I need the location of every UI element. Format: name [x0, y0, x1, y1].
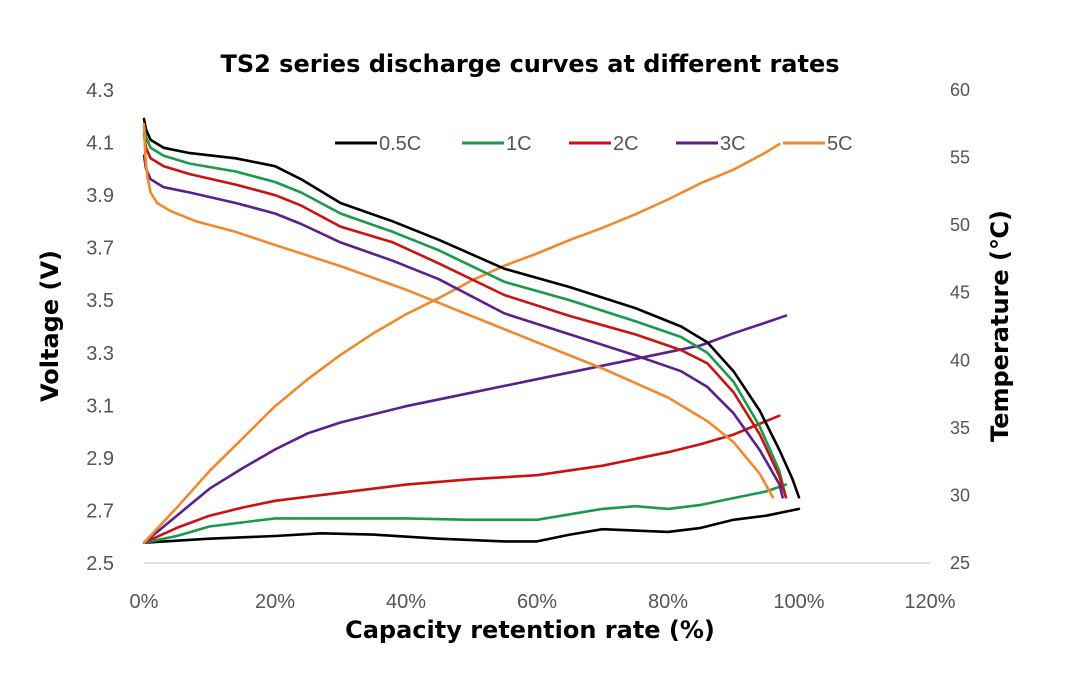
y-tick-label: 2.7: [86, 500, 114, 522]
voltage-line-05c: [142, 117, 801, 499]
y-tick-label: 3.1: [86, 395, 114, 417]
temperature-line-05c: [142, 507, 801, 544]
y2-axis-title: Temperature (℃): [986, 210, 1014, 442]
y2-tick-label: 55: [950, 148, 970, 168]
voltage-line-5c: [142, 122, 775, 499]
y-tick-label: 4.3: [86, 80, 114, 102]
x-tick-label: 0%: [130, 591, 159, 613]
y-tick-label: 3.9: [86, 185, 114, 207]
y2-tick-label: 45: [950, 283, 970, 303]
temperature-line-2c: [142, 414, 781, 544]
legend-label-2c: 2C: [613, 133, 639, 155]
tick-labels: 0% 20% 40% 60% 80% 100% 120% 2.5 2.7 2.9 3.1 3.3 3.5…: [86, 80, 970, 613]
x-axis-title: Capacity retention rate (%): [345, 616, 715, 644]
y-tick-label: 4.1: [86, 133, 114, 155]
temperature-line-3c: [142, 314, 788, 544]
voltage-line-2c: [142, 133, 788, 499]
x-tick-label: 40%: [386, 591, 426, 613]
x-tick-label: 60%: [517, 591, 557, 613]
y-axis-title: Voltage (V): [36, 250, 64, 402]
voltage-line-1c: [142, 125, 788, 499]
legend-label-5c: 5C: [827, 133, 853, 155]
x-tick-label: 120%: [904, 591, 955, 613]
x-tick-label: 100%: [773, 591, 824, 613]
y2-tick-label: 25: [950, 553, 970, 573]
y2-tick-label: 60: [950, 80, 970, 100]
y-tick-label: 3.3: [86, 343, 114, 365]
legend-label-3c: 3C: [720, 133, 746, 155]
x-tick-label: 20%: [255, 591, 295, 613]
x-tick-label: 80%: [648, 591, 688, 613]
y2-tick-label: 50: [950, 215, 970, 235]
y-tick-label: 3.5: [86, 290, 114, 312]
series-lines: [142, 117, 801, 544]
y2-tick-label: 30: [950, 485, 970, 505]
y-tick-label: 2.9: [86, 448, 114, 470]
y2-tick-label: 35: [950, 418, 970, 438]
voltage-line-3c: [142, 154, 784, 499]
y-tick-label: 2.5: [86, 553, 114, 575]
legend-label-05c: 0.5C: [379, 133, 421, 155]
y2-tick-label: 40: [950, 350, 970, 370]
chart-title: TS2 series discharge curves at different…: [220, 50, 839, 78]
temperature-line-1c: [142, 483, 788, 544]
legend: 0.5C 1C 2C 3C 5C: [335, 133, 853, 155]
y-tick-label: 3.7: [86, 238, 114, 260]
legend-label-1c: 1C: [506, 133, 532, 155]
